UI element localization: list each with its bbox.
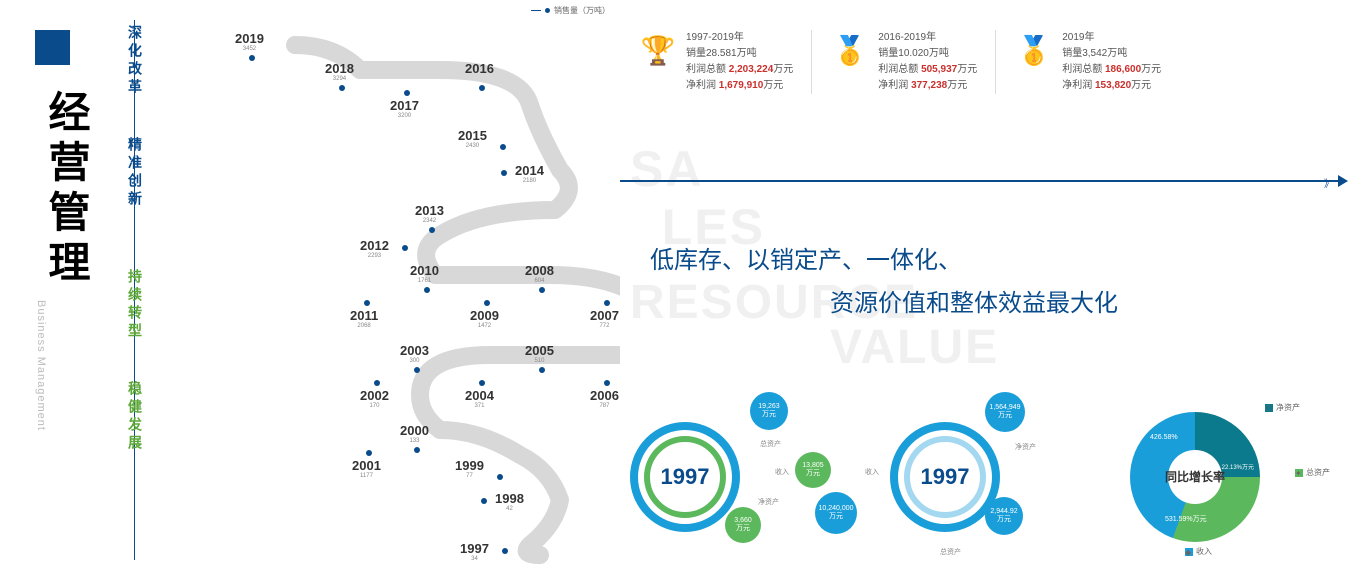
year-dot: [479, 85, 485, 91]
year-dot: [424, 287, 430, 293]
chart2-bubble-3: 10,240,000万元: [815, 492, 857, 534]
year-2014: 20142180: [515, 163, 544, 184]
year-dot: [404, 90, 410, 96]
year-2007: 2007772: [590, 308, 619, 329]
year-2000: 2000133: [400, 423, 429, 444]
stat-text: 1997-2019年销量28.581万吨利润总额 2,203,224万元净利润 …: [686, 30, 793, 94]
year-dot: [500, 144, 506, 150]
charts-row: 1997 19,263万元13,805万元3,660万元 总资产 收入 净资产 …: [630, 387, 1356, 567]
title-en: Business Management: [35, 300, 47, 431]
year-2004: 2004371: [465, 388, 494, 409]
pie-s1: 426.58%: [1150, 434, 1178, 441]
year-dot: [501, 170, 507, 176]
year-2006: 2006787: [590, 388, 619, 409]
slogan-d: 稳健发展: [125, 381, 145, 453]
year-dot: [604, 300, 610, 306]
year-2005: 2005510: [525, 343, 554, 364]
year-2010: 20101761: [410, 263, 439, 284]
stat-text: 2016-2019年销量10.020万吨利润总额 505,937万元净利润 37…: [878, 30, 977, 94]
year-dot: [374, 380, 380, 386]
year-2013: 20132342: [415, 203, 444, 224]
stat-block: 🥇2019年销量3,542万吨利润总额 186,600万元净利润 153,820…: [1016, 30, 1179, 94]
watermark-sales: SA LES: [630, 140, 765, 256]
divider-arrow: 》: [620, 180, 1346, 182]
year-dot: [249, 55, 255, 61]
slogan-a: 深化改革: [125, 25, 145, 97]
right-panel: SA LES RESOURCE VALUE 🏆1997-2019年销量28.58…: [620, 0, 1366, 582]
chart1-lbl-2: 收入: [775, 467, 789, 477]
year-dot: [339, 85, 345, 91]
year-dot: [364, 300, 370, 306]
pie-s2: 531.59%万元: [1165, 514, 1207, 524]
pie-chart: 同比增长率 426.58% 531.59%万元 22.13%万元 ⏱净资产 ✦总…: [1100, 397, 1330, 557]
chart1-lbl-1: 总资产: [760, 439, 781, 449]
year-dot: [429, 227, 435, 233]
stat-block: 🥇2016-2019年销量10.020万吨利润总额 505,937万元净利润 3…: [832, 30, 996, 94]
year-1999: 199977: [455, 458, 484, 479]
year-2012: 20122293: [360, 238, 389, 259]
pie-legend-2: ✦总资产: [1295, 467, 1330, 478]
chart-1997-b: 1997 1,564,949万元2,944.92万元10,240,000万元 净…: [860, 397, 1100, 557]
stats-row: 🏆1997-2019年销量28.581万吨利润总额 2,203,224万元净利润…: [630, 30, 1346, 94]
chart2-year: 1997: [890, 422, 1000, 532]
year-dot: [502, 548, 508, 554]
slogan2-l1: 低库存、以销定产、一体化、: [650, 240, 1118, 283]
pie-legend-3: ◆收入: [1185, 546, 1212, 557]
year-2008: 2008604: [525, 263, 554, 284]
chart2-lbl-1: 净资产: [1015, 442, 1036, 452]
year-2017: 20173200: [390, 98, 419, 119]
timeline-snake: 20193452 20183294 2016 20173200 20152430 2014…: [160, 15, 620, 575]
year-2018: 20183294: [325, 61, 354, 82]
year-dot: [402, 245, 408, 251]
year-2015: 20152430: [458, 128, 487, 149]
timeline-panel: 深化改革 精准创新 持续转型 稳健发展 销售量（万吨） 201934522018…: [110, 0, 620, 582]
year-dot: [481, 498, 487, 504]
chart1-year: 1997: [630, 422, 740, 532]
chart1-bubble-1: 19,263万元: [750, 392, 788, 430]
chart2-bubble-2: 2,944.92万元: [985, 497, 1023, 535]
year-dot: [414, 367, 420, 373]
year-2003: 2003300: [400, 343, 429, 364]
year-2019: 20193452: [235, 31, 264, 52]
year-dot: [414, 447, 420, 453]
trophy-icon: 🥇: [1016, 30, 1052, 70]
year-dot: [539, 367, 545, 373]
year-2009: 20091472: [470, 308, 499, 329]
chart1-bubble-3: 3,660万元: [725, 507, 761, 543]
stat-text: 2019年销量3,542万吨利润总额 186,600万元净利润 153,820万…: [1062, 30, 1161, 94]
year-dot: [539, 287, 545, 293]
chart-1997-a: 1997 19,263万元13,805万元3,660万元 总资产 收入 净资产: [630, 397, 860, 557]
year-1998: 199842: [495, 491, 524, 512]
chart2-lbl-3: 总资产: [940, 547, 961, 557]
watermark-value: VALUE: [830, 320, 999, 375]
slogan-c: 持续转型: [125, 269, 145, 341]
year-dot: [484, 300, 490, 306]
slogan-main: 低库存、以销定产、一体化、 资源价值和整体效益最大化: [650, 240, 1118, 326]
chart2-bubble-1: 1,564,949万元: [985, 392, 1025, 432]
year-dot: [366, 450, 372, 456]
year-2011: 20112068: [350, 308, 378, 329]
slogan2-l2: 资源价值和整体效益最大化: [830, 283, 1118, 326]
year-dot: [497, 474, 503, 480]
title-accent-bar: [35, 30, 70, 65]
slogan-column: 深化改革 精准创新 持续转型 稳健发展: [125, 25, 143, 493]
chart1-bubble-2: 13,805万元: [795, 452, 831, 488]
year-2001: 20011177: [352, 458, 381, 479]
year-1997: 199734: [460, 541, 489, 562]
slogan-b: 精准创新: [125, 137, 145, 209]
year-2002: 2002170: [360, 388, 389, 409]
year-2016: 2016: [465, 61, 494, 76]
title-cn: 经营管理: [35, 90, 96, 290]
year-dot: [479, 380, 485, 386]
stat-block: 🏆1997-2019年销量28.581万吨利润总额 2,203,224万元净利润…: [640, 30, 812, 94]
pie-legend-1: ⏱净资产: [1265, 402, 1300, 413]
trophy-icon: 🏆: [640, 30, 676, 70]
chart1-lbl-3: 净资产: [758, 497, 779, 507]
trophy-icon: 🥇: [832, 30, 868, 70]
title-column: 经营管理 Business Management: [0, 0, 110, 582]
chart2-lbl-2: 收入: [865, 467, 879, 477]
year-dot: [604, 380, 610, 386]
pie-s3: 22.13%万元: [1222, 462, 1254, 471]
